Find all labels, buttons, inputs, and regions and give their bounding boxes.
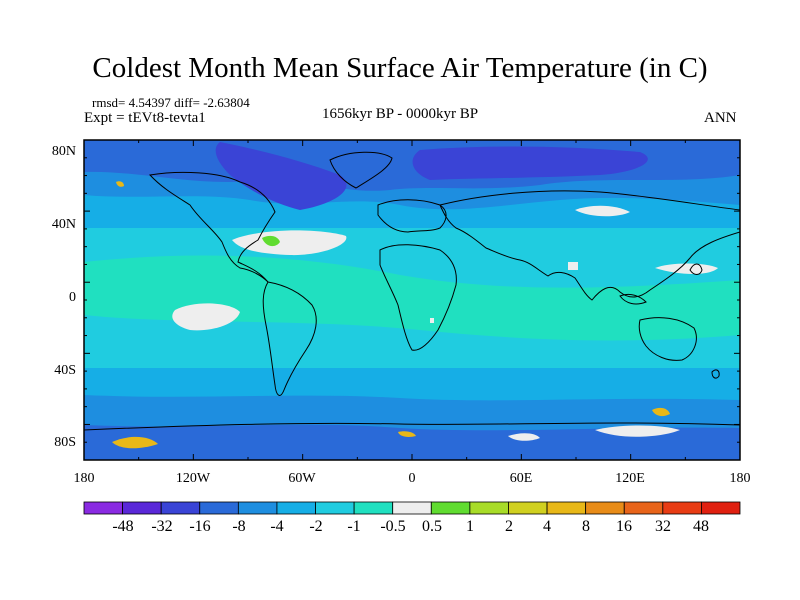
x-tick-label: 120W xyxy=(176,471,211,486)
colorbar-box xyxy=(199,501,239,515)
colorbar-label: -1 xyxy=(347,518,360,535)
colorbar-label: 16 xyxy=(616,518,632,535)
colorbar-label: 48 xyxy=(693,518,709,535)
period-label: 1656kyr BP - 0000kyr BP xyxy=(322,106,479,122)
map-title: Coldest Month Mean Surface Air Temperatu… xyxy=(92,52,708,84)
colorbar-box xyxy=(662,501,702,515)
y-axis-labels: 80N 40N 0 40S 80S xyxy=(52,144,76,450)
season-label: ANN xyxy=(704,110,737,126)
y-tick-label: 0 xyxy=(69,290,76,305)
colorbar-box xyxy=(469,501,509,515)
colorbar-label: 8 xyxy=(582,518,590,535)
colorbar-box xyxy=(430,501,471,515)
colorbar-label: -32 xyxy=(151,518,172,535)
colorbar-label: 32 xyxy=(655,518,671,535)
colorbar-box xyxy=(122,501,162,515)
colorbar-label: -48 xyxy=(112,518,133,535)
coastlines xyxy=(84,151,740,431)
colorbar-box xyxy=(585,501,625,515)
colorbar-box xyxy=(701,501,741,515)
x-tick-label: 120E xyxy=(615,471,645,486)
colorbar-box xyxy=(315,501,355,515)
colorbar-label: 0.5 xyxy=(422,518,442,535)
map-field xyxy=(84,140,740,460)
colorbar-label: 1 xyxy=(466,518,474,535)
x-tick-label: 60E xyxy=(510,471,533,486)
colorbar-box xyxy=(623,501,664,515)
x-tick-label: 180 xyxy=(74,471,95,486)
colorbar-label: -0.5 xyxy=(380,518,405,535)
y-tick-label: 80N xyxy=(52,144,76,159)
colorbar-box xyxy=(546,501,587,515)
colorbar-box xyxy=(160,501,201,515)
colorbar-label: 2 xyxy=(505,518,513,535)
x-tick-label: 60W xyxy=(288,471,316,486)
colorbar-label: -2 xyxy=(309,518,322,535)
x-axis-labels: 180 120W 60W 0 60E 120E 180 xyxy=(74,471,751,486)
colorbar-box xyxy=(83,501,123,515)
colorbar-label: 4 xyxy=(543,518,551,535)
colorbar-boxes xyxy=(83,501,741,515)
experiment-label: Expt = tEVt8-tevta1 xyxy=(84,110,206,126)
colorbar-label: -8 xyxy=(232,518,245,535)
map-ticks xyxy=(83,139,741,461)
y-tick-label: 80S xyxy=(54,435,76,450)
colorbar-label: -16 xyxy=(189,518,210,535)
y-tick-label: 40N xyxy=(52,217,76,232)
colorbar-label: -4 xyxy=(270,518,283,535)
stats-text: rmsd= 4.54397 diff= -2.63804 xyxy=(92,95,250,110)
colorbar-box xyxy=(276,501,316,515)
x-tick-label: 180 xyxy=(730,471,751,486)
colorbar-box xyxy=(392,501,432,515)
y-tick-label: 40S xyxy=(54,363,76,378)
colorbar-box xyxy=(237,501,278,515)
colorbar-box xyxy=(508,501,548,515)
colorbar-box xyxy=(353,501,394,515)
colorbar-labels: -48 -32 -16 -8 -4 -2 -1 -0.5 0.5 1 2 4 8… xyxy=(112,518,709,535)
x-tick-label: 0 xyxy=(409,471,416,486)
